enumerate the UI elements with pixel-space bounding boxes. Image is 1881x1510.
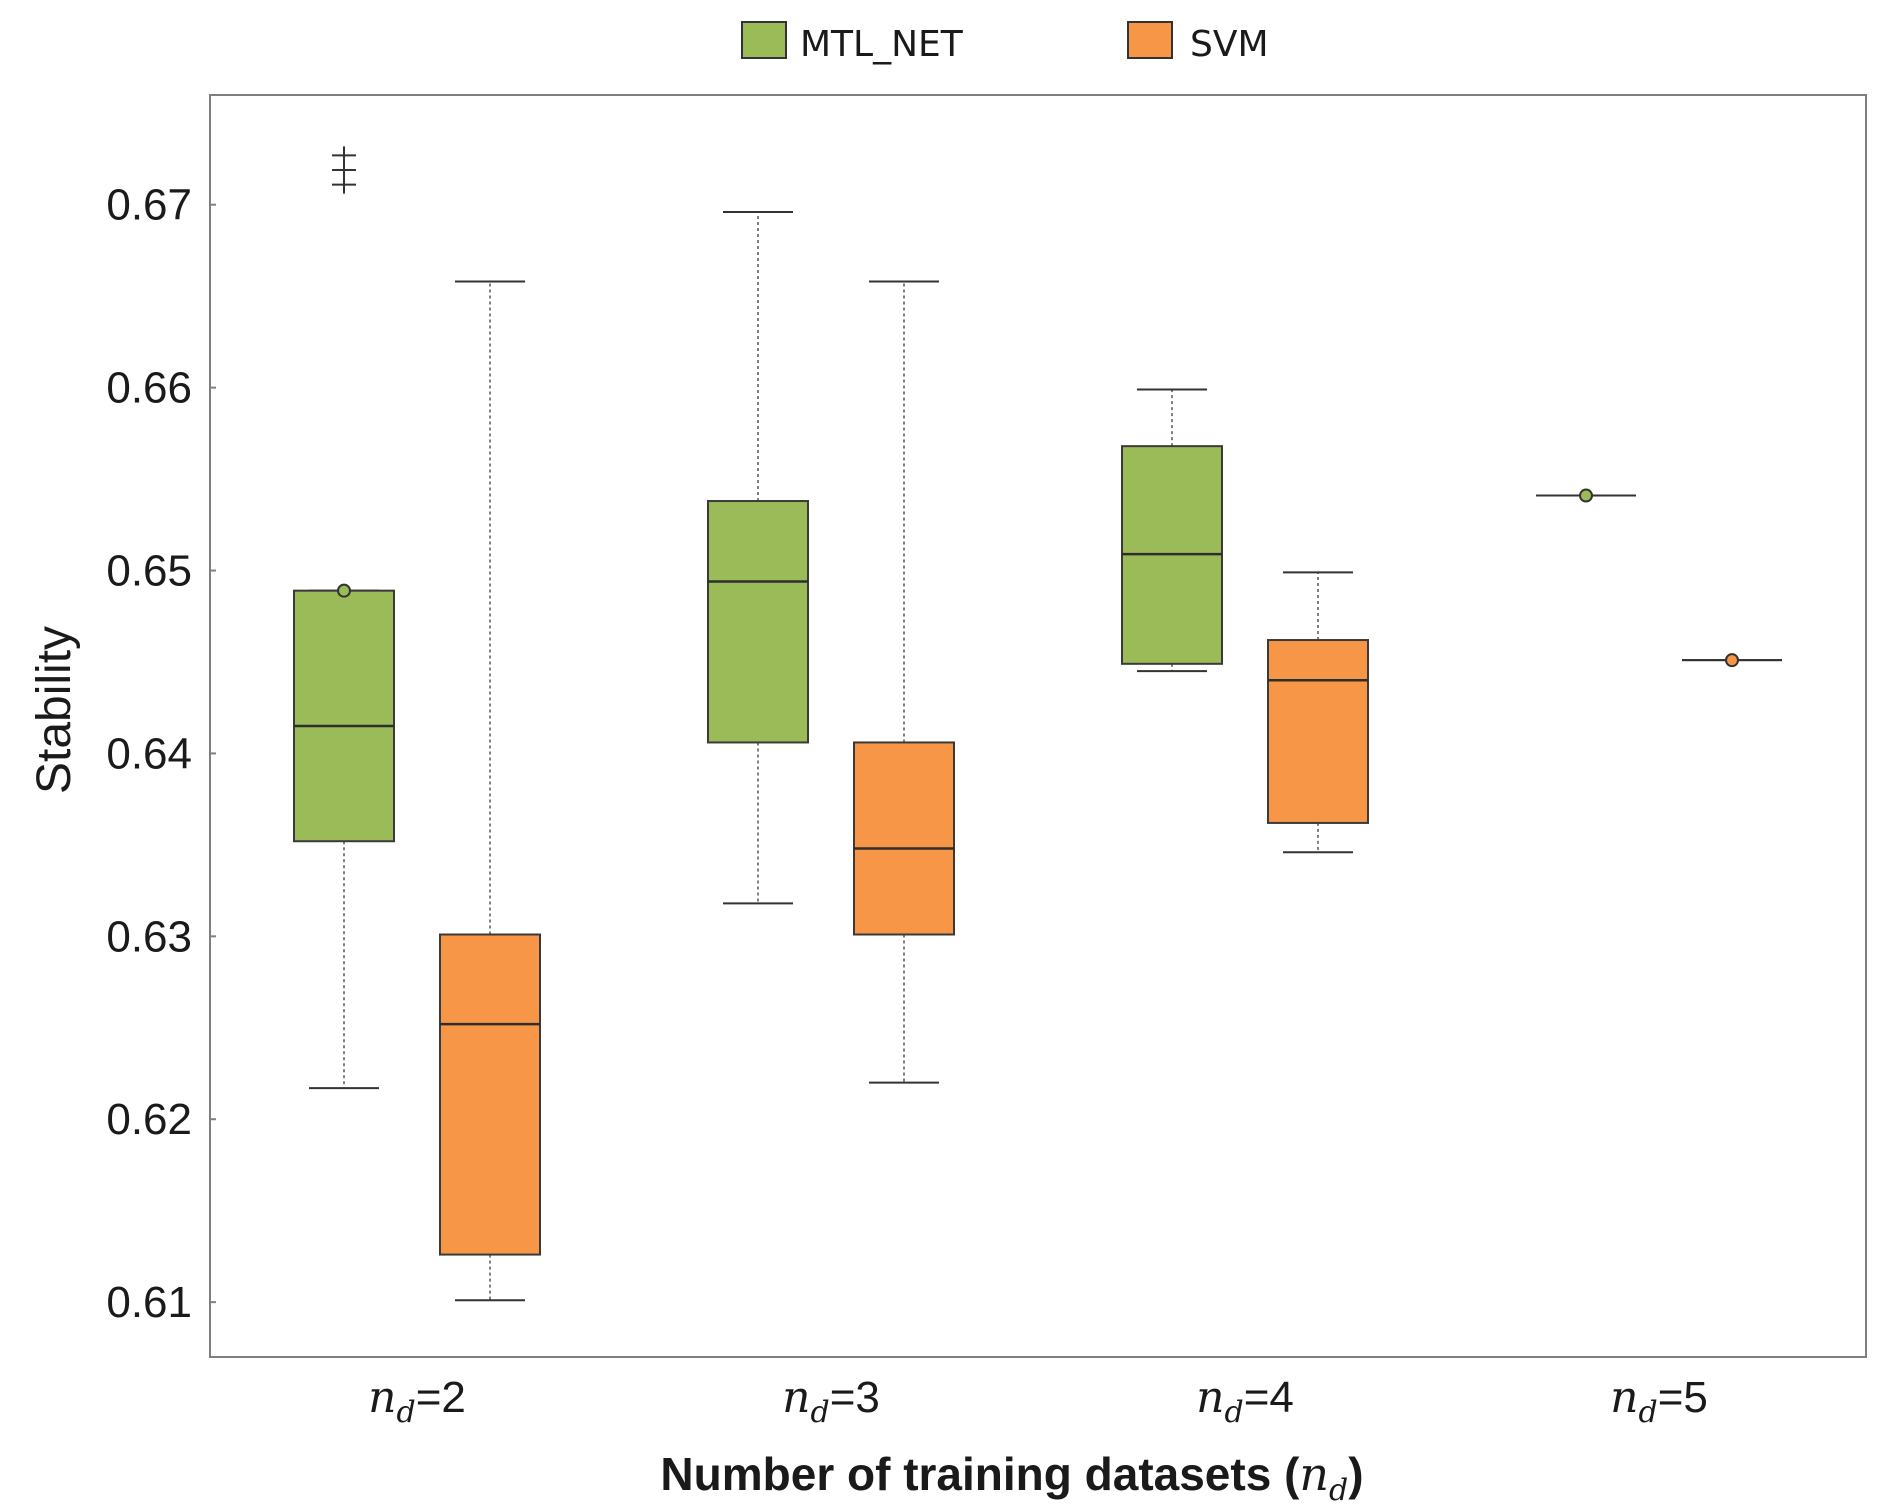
x-tick-label: nd=3 [782, 1372, 880, 1430]
series-svm [439, 280, 1782, 1302]
legend-swatch-mtl-net [741, 21, 787, 59]
y-axis-label: Stability [28, 626, 81, 794]
x-axis-label-prefix: Number of training datasets ( [660, 1448, 1300, 1500]
legend-swatch-svm [1127, 21, 1173, 59]
mean-dot [1725, 653, 1739, 668]
y-tick-label: 0.66 [106, 364, 192, 413]
box-svm-2 [439, 280, 541, 1302]
box-mtl-net-4 [1121, 388, 1223, 673]
box-svm-4 [1267, 571, 1369, 854]
box-iqr [853, 741, 955, 936]
box-mtl-net-2 [293, 146, 395, 1090]
y-tick-label: 0.62 [106, 1095, 192, 1144]
box-iqr [439, 933, 541, 1256]
x-tick-label: nd=4 [1196, 1372, 1294, 1430]
y-tick-label: 0.65 [106, 547, 192, 596]
y-tick-label: 0.63 [106, 912, 192, 961]
x-axis-label-sub: d [1329, 1473, 1348, 1508]
box-iqr [293, 589, 395, 843]
series-mtl-net [293, 146, 1636, 1090]
legend-label-svm: SVM [1190, 24, 1269, 65]
y-tick-label: 0.61 [106, 1278, 192, 1327]
box-series [293, 146, 1782, 1302]
x-axis-label-var: n [1299, 1447, 1329, 1501]
box-svm-5 [1682, 653, 1782, 668]
y-tick-label: 0.67 [106, 181, 192, 230]
x-tick-label: nd=2 [368, 1372, 466, 1430]
box-mtl-net-5 [1536, 488, 1636, 503]
box-iqr [1267, 639, 1369, 824]
y-tick-label: 0.64 [106, 729, 192, 778]
box-mtl-net-3 [707, 211, 809, 905]
mean-dot [337, 583, 351, 598]
box-svm-3 [853, 280, 955, 1084]
x-axis-ticks: nd=2 nd=3 nd=4 nd=5 [368, 1372, 1708, 1430]
box-iqr [707, 500, 809, 744]
y-axis-ticks: 0.61 0.62 0.63 0.64 0.65 0.66 0.67 [106, 181, 216, 1327]
legend: MTL_NET SVM [741, 21, 1269, 65]
mean-dot [1579, 488, 1593, 503]
x-axis-label: Number of training datasets (nd) [660, 1447, 1363, 1508]
x-axis-label-suffix: ) [1348, 1448, 1363, 1500]
x-tick-label: nd=5 [1610, 1372, 1708, 1430]
plot-frame [209, 94, 1867, 1358]
legend-label-mtl-net: MTL_NET [800, 24, 964, 65]
